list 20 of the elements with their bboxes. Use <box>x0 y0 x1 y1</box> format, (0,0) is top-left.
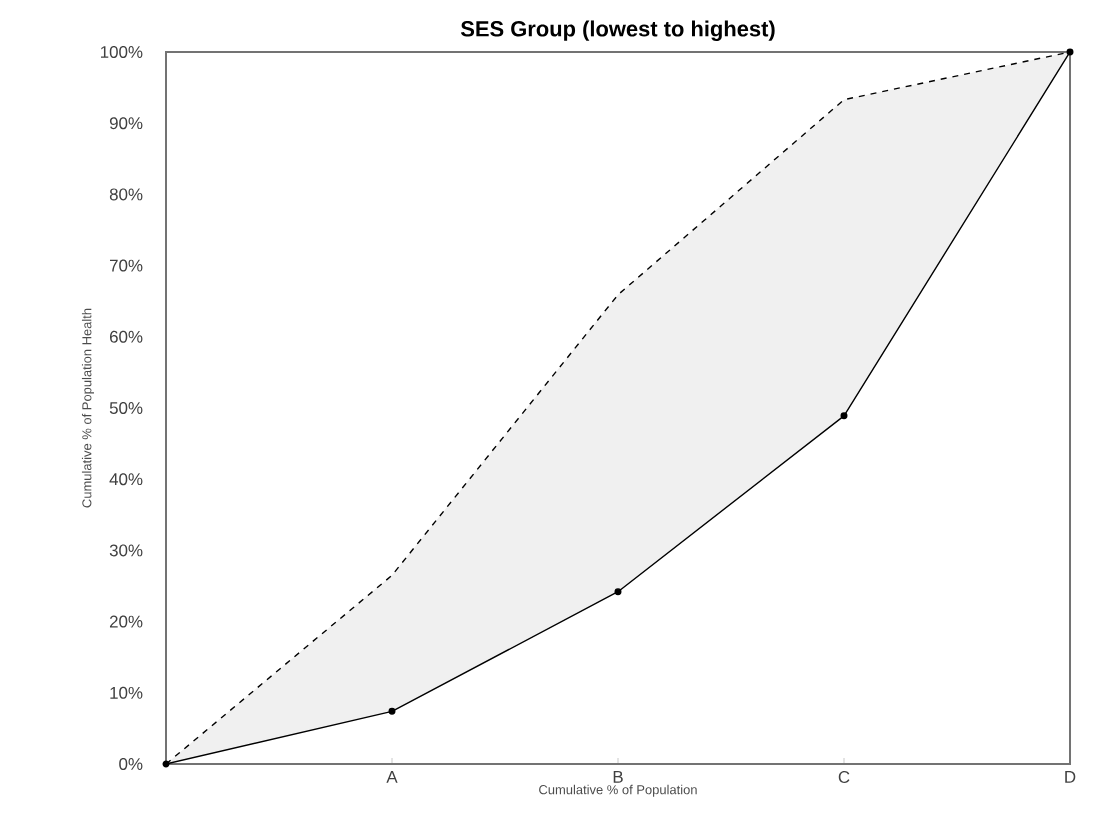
y-tick-label: 40% <box>109 473 143 486</box>
point <box>614 588 622 596</box>
y-tick-label: 80% <box>109 188 143 201</box>
y-tick-label: 70% <box>110 259 143 272</box>
y-tick-label: 60% <box>110 330 143 343</box>
point <box>840 412 848 420</box>
x-tick-label: B <box>613 771 623 783</box>
y-tick-label: 20% <box>109 615 143 628</box>
chart-title: SES Group (lowest to highest) <box>460 20 775 41</box>
x-tick-label: A <box>386 771 398 783</box>
y-tick-label: 50% <box>109 402 143 414</box>
y-tick-label: 10% <box>110 686 143 699</box>
y-tick-label: 0% <box>119 758 143 770</box>
point <box>388 707 396 715</box>
y-tick-label: 30% <box>109 544 143 557</box>
y-tick-label: 90% <box>109 117 143 130</box>
x-tick-label: D <box>1065 771 1076 783</box>
point <box>1066 48 1074 56</box>
y-tick-label: 100% <box>100 46 143 58</box>
x-tick-label: C <box>838 771 850 784</box>
